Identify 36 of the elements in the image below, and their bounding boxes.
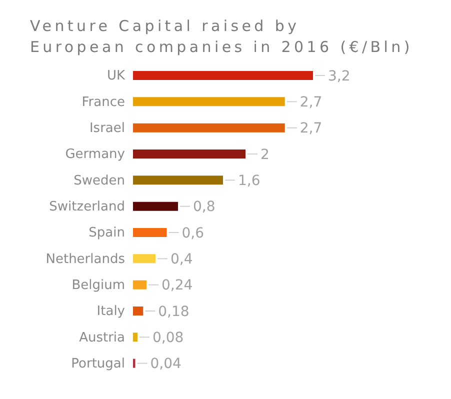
bar xyxy=(133,176,223,185)
y-tick-label: Italy xyxy=(96,304,126,320)
bar xyxy=(133,228,167,237)
data-label: 0,24 xyxy=(162,278,193,294)
y-tick-label: Belgium xyxy=(72,278,125,294)
data-label: 0,08 xyxy=(152,330,184,346)
bar xyxy=(133,97,285,106)
y-tick-label: Netherlands xyxy=(46,252,126,267)
bar xyxy=(133,306,144,316)
bar xyxy=(133,202,178,211)
data-label: 0,6 xyxy=(182,225,204,242)
y-tick-label: Israel xyxy=(89,121,125,136)
bar xyxy=(133,332,138,342)
y-tick-label: Switzerland xyxy=(49,200,125,215)
y-tick-label: Germany xyxy=(65,147,126,162)
data-label: 1,6 xyxy=(238,173,260,190)
data-label: 0,4 xyxy=(170,252,193,268)
y-tick-label: UK xyxy=(106,68,126,84)
y-tick-label: Austria xyxy=(79,330,125,346)
data-label: 2,7 xyxy=(300,94,322,111)
y-tick-label: France xyxy=(82,94,125,110)
y-tick-label: Portugal xyxy=(71,356,125,372)
bar xyxy=(133,71,313,80)
bar xyxy=(133,123,285,132)
bar xyxy=(133,254,156,264)
bar xyxy=(133,280,146,290)
y-tick-label: Spain xyxy=(88,226,125,241)
data-label: 3,2 xyxy=(328,68,350,84)
bar xyxy=(133,150,246,158)
data-label: 2,7 xyxy=(300,120,322,137)
data-label: 0,18 xyxy=(158,304,190,320)
data-label: 0,8 xyxy=(193,199,216,216)
y-tick-label: Sweden xyxy=(74,173,125,188)
data-label: 0,04 xyxy=(150,356,182,372)
data-label: 2 xyxy=(260,146,270,163)
chart-title: Venture Capital raised by European companies in 2016 (€/Bln) xyxy=(30,16,414,58)
